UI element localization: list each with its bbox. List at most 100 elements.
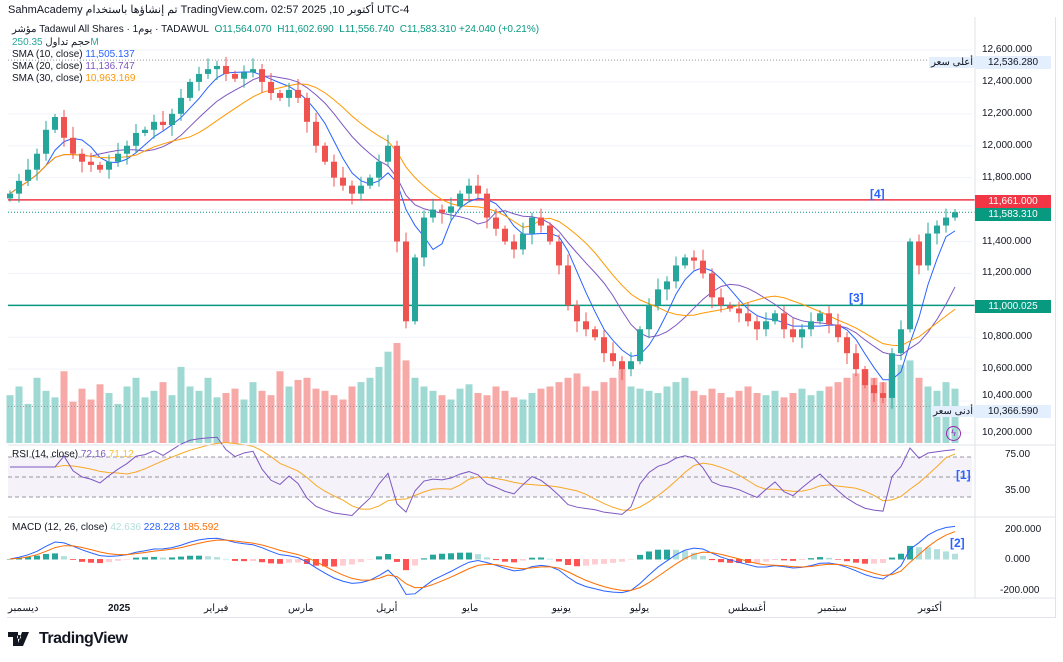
sma20-value: 11,136.747 bbox=[85, 61, 135, 72]
volume-bar bbox=[582, 386, 590, 443]
macd-histogram-bar bbox=[520, 559, 526, 561]
volume-bar bbox=[627, 386, 635, 443]
volume-bar bbox=[645, 390, 653, 443]
volume-bar bbox=[699, 395, 707, 443]
macd-histogram-bar bbox=[277, 559, 283, 564]
high-value: H11,602.690 bbox=[277, 24, 334, 35]
lightning-icon[interactable]: ϟ bbox=[946, 426, 961, 441]
volume-bar bbox=[105, 393, 113, 443]
candle-body bbox=[889, 353, 895, 398]
macd-histogram-bar bbox=[574, 559, 580, 567]
candle-body bbox=[619, 361, 625, 370]
macd-histogram-bar bbox=[844, 559, 850, 562]
volume-bar bbox=[861, 369, 869, 443]
volume-bar bbox=[753, 393, 761, 443]
volume-bar bbox=[447, 399, 455, 443]
volume-bar bbox=[51, 397, 59, 443]
candle-body bbox=[214, 65, 220, 70]
candle-body bbox=[115, 153, 121, 162]
macd-histogram-bar bbox=[601, 559, 607, 564]
candle-body bbox=[871, 385, 877, 394]
candle-body bbox=[124, 145, 130, 154]
candle-body bbox=[844, 337, 850, 354]
candle-body bbox=[286, 89, 292, 98]
macd-histogram-bar bbox=[637, 554, 643, 560]
candle-body bbox=[772, 313, 778, 322]
volume-bar bbox=[186, 386, 194, 443]
macd-histogram-bar bbox=[457, 552, 463, 560]
macd-histogram-bar bbox=[358, 559, 364, 563]
time-axis-label: سبتمبر bbox=[818, 603, 847, 614]
candle-body bbox=[691, 257, 697, 261]
macd-histogram-bar bbox=[853, 559, 859, 563]
volume-bar bbox=[321, 390, 329, 443]
macd-histogram-bar bbox=[376, 556, 382, 560]
volume-bar bbox=[879, 382, 887, 443]
volume-legend: حجم تداول 250.35M bbox=[12, 37, 99, 49]
candle-body bbox=[277, 93, 283, 98]
volume-bar bbox=[618, 369, 626, 443]
volume-bar bbox=[483, 395, 491, 443]
candle-body bbox=[259, 69, 265, 82]
volume-bar bbox=[420, 386, 428, 443]
macd-histogram-bar bbox=[592, 559, 598, 565]
candle-body bbox=[916, 241, 922, 266]
volume-bar bbox=[312, 388, 320, 443]
candle-body bbox=[880, 393, 886, 398]
candle-body bbox=[412, 257, 418, 322]
macd-histogram-bar bbox=[727, 559, 733, 563]
time-axis-label: أبريل bbox=[376, 603, 398, 614]
price-axis-label: 10,600.000 bbox=[982, 363, 1033, 375]
volume-bar bbox=[798, 388, 806, 443]
macd-histogram-bar bbox=[196, 555, 202, 560]
volume-bar bbox=[654, 393, 662, 443]
candle-body bbox=[502, 228, 508, 242]
candle-body bbox=[520, 233, 526, 250]
rsi-line bbox=[10, 436, 956, 517]
sma20-label: SMA (20, close) bbox=[12, 61, 83, 72]
annotation-3: [3] bbox=[849, 291, 864, 305]
volume-bar bbox=[249, 382, 257, 443]
macd-histogram-bar bbox=[169, 557, 175, 560]
candle-body bbox=[727, 305, 733, 309]
sma20-legend: SMA (20, close) 11,136.747 bbox=[12, 61, 135, 73]
macd-histogram-bar bbox=[313, 559, 319, 566]
candle-body bbox=[835, 324, 841, 338]
candle-body bbox=[16, 180, 22, 194]
macd-histogram-bar bbox=[466, 552, 472, 560]
volume-label: حجم تداول bbox=[45, 37, 91, 48]
volume-bar bbox=[465, 384, 473, 443]
macd-histogram-bar bbox=[493, 559, 499, 561]
candle-body bbox=[250, 69, 256, 73]
macd-histogram-bar bbox=[646, 551, 652, 560]
volume-bar bbox=[294, 379, 302, 443]
candle-body bbox=[646, 305, 652, 330]
volume-bar bbox=[357, 382, 365, 443]
symbol-name[interactable]: مؤشر Tadawul All Shares · يوم1 · TADAWUL bbox=[12, 24, 209, 35]
macd-histogram-bar bbox=[70, 559, 76, 560]
volume-bar bbox=[744, 386, 752, 443]
high-price-tag: 12,536.280 bbox=[975, 56, 1051, 69]
candle-body bbox=[403, 241, 409, 322]
macd-histogram-bar bbox=[331, 559, 337, 567]
candle-body bbox=[610, 353, 616, 362]
volume-bar bbox=[852, 373, 860, 443]
candle-body bbox=[106, 161, 112, 170]
candle-body bbox=[52, 117, 58, 130]
candle-body bbox=[457, 193, 463, 207]
volume-bar bbox=[780, 397, 788, 443]
tradingview-logo[interactable]: TradingView bbox=[8, 630, 128, 648]
time-axis-label: يوليو bbox=[630, 603, 650, 614]
macd-histogram-bar bbox=[691, 552, 697, 560]
macd-histogram-bar bbox=[115, 559, 121, 561]
macd-histogram-bar bbox=[817, 557, 823, 560]
support-tag: 11,000.025 bbox=[975, 300, 1051, 313]
candle-body bbox=[97, 164, 103, 170]
macd-histogram-bar bbox=[88, 559, 94, 563]
macd-histogram-bar bbox=[907, 545, 913, 560]
macd-histogram-bar bbox=[502, 559, 508, 562]
volume-bar bbox=[735, 390, 743, 443]
volume-bar bbox=[231, 388, 239, 443]
candle-body bbox=[826, 313, 832, 325]
